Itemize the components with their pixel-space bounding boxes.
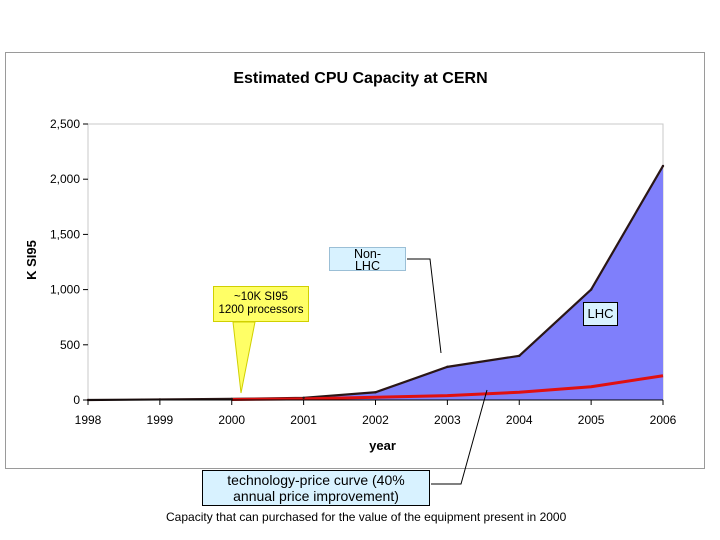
data-point bbox=[446, 365, 449, 369]
data-point bbox=[374, 391, 377, 394]
tech-price-line1: technology-price curve (40% bbox=[227, 472, 405, 488]
ten-k-callout-line1: ~10K SI95 bbox=[233, 291, 289, 303]
y-tick-label: 1,000 bbox=[50, 283, 80, 297]
non-lhc-callout-line1: Non- bbox=[353, 247, 382, 261]
tech-price-line2: annual price improvement) bbox=[233, 488, 399, 504]
non-lhc-callout-line2: LHC bbox=[354, 259, 380, 273]
y-tick-label: 0 bbox=[73, 393, 80, 407]
x-tick-label: 2005 bbox=[578, 413, 605, 427]
ten-k-si95-callout: ~10K SI95 1200 processors bbox=[213, 286, 309, 322]
data-point bbox=[230, 397, 233, 401]
data-point bbox=[589, 288, 593, 291]
chart-title: Estimated CPU Capacity at CERN bbox=[233, 70, 487, 87]
y-axis-label: K SI95 bbox=[24, 240, 39, 280]
x-tick-label: 2006 bbox=[650, 413, 677, 427]
non-lhc-callout: Non- LHC bbox=[329, 247, 406, 273]
x-tick-label: 2003 bbox=[434, 413, 461, 427]
y-tick-label: 1,500 bbox=[50, 227, 80, 241]
y-tick-label: 2,500 bbox=[50, 117, 80, 131]
technology-price-callout: technology-price curve (40% annual price… bbox=[202, 470, 430, 506]
ten-k-callout-line2: 1200 processors bbox=[218, 304, 304, 316]
x-tick-label: 2001 bbox=[290, 413, 317, 427]
lhc-callout: LHC bbox=[583, 302, 618, 326]
data-point bbox=[661, 164, 665, 168]
data-point bbox=[518, 354, 521, 358]
chart-caption: Capacity that can purchased for the valu… bbox=[166, 510, 567, 524]
x-axis-label: year bbox=[369, 438, 396, 453]
data-point bbox=[302, 396, 305, 399]
x-tick-label: 2000 bbox=[218, 413, 245, 427]
chart-svg: Estimated CPU Capacity at CERN 0 500 1,000 1… bbox=[24, 70, 677, 453]
x-tick-label: 1998 bbox=[75, 413, 102, 427]
x-tick-label: 2004 bbox=[506, 413, 533, 427]
lhc-area bbox=[88, 165, 663, 400]
x-tick-label: 1999 bbox=[147, 413, 174, 427]
y-tick-label: 500 bbox=[60, 338, 80, 352]
x-tick-label: 2002 bbox=[362, 413, 389, 427]
y-tick-label: 2,000 bbox=[50, 172, 80, 186]
chart-frame: Estimated CPU Capacity at CERN 0 500 1,000 1… bbox=[5, 52, 705, 469]
